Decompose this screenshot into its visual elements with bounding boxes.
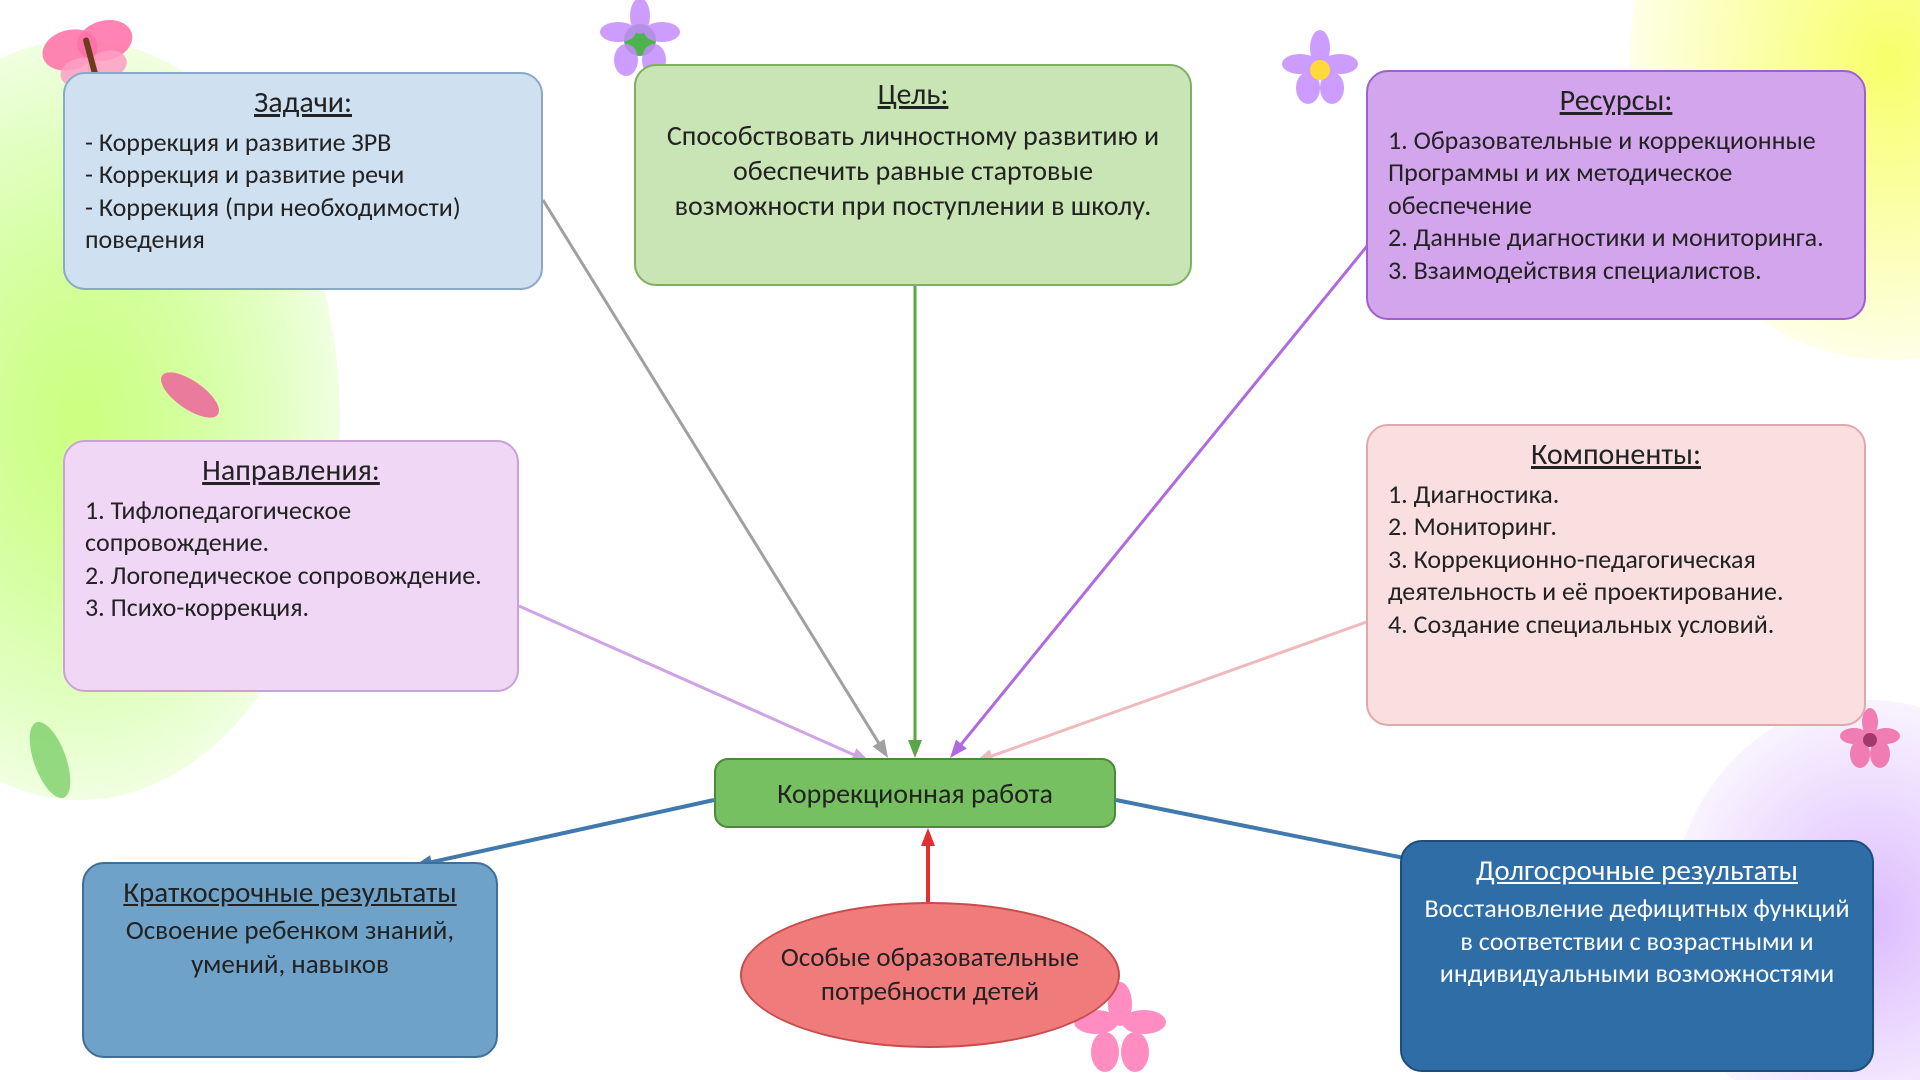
- node-body: Восстановление дефицитных функций в соот…: [1422, 892, 1852, 990]
- node-body-line: 1. Диагностика.: [1388, 478, 1844, 511]
- node-body-line: 1. Тифлопедагогическое сопровождение.: [85, 494, 497, 559]
- connector-line: [425, 800, 714, 864]
- node-body: 1. Образовательные и коррекционные Прогр…: [1388, 124, 1844, 287]
- node-body-line: Освоение ребенком знаний, умений, навыко…: [104, 914, 476, 982]
- connector-line: [957, 240, 1372, 750]
- node-body-line: - Коррекция и развитие ЗРВ: [85, 126, 521, 159]
- connector-arrowhead: [908, 740, 922, 758]
- node-body: Способствовать личностному развитию и об…: [656, 118, 1170, 223]
- node-body-line: 1. Образовательные и коррекционные Прогр…: [1388, 124, 1844, 222]
- node-components: Компоненты: 1. Диагностика.2. Мониторинг.…: [1366, 424, 1866, 726]
- connector-line: [519, 606, 860, 758]
- node-body-line: - Коррекция и развитие речи: [85, 158, 521, 191]
- node-body: 1. Диагностика.2. Мониторинг.3. Коррекци…: [1388, 478, 1844, 641]
- node-heading: Компоненты:: [1388, 436, 1844, 474]
- connector-line: [1116, 800, 1433, 864]
- node-heading: Долгосрочные результаты: [1422, 852, 1852, 888]
- node-body-line: 3. Психо-коррекция.: [85, 591, 497, 624]
- node-body-line: - Коррекция (при необходимости) поведени…: [85, 191, 521, 256]
- node-body-line: 2. Данные диагностики и мониторинга.: [1388, 221, 1844, 254]
- node-heading: Задачи:: [85, 84, 521, 122]
- node-body: - Коррекция и развитие ЗРВ- Коррекция и …: [85, 126, 521, 256]
- node-body-line: 3. Взаимодействия специалистов.: [1388, 254, 1844, 287]
- node-long-results: Долгосрочные результаты Восстановление де…: [1400, 840, 1874, 1072]
- connector-line: [985, 620, 1372, 758]
- node-goal: Цель: Способствовать личностному развитию…: [634, 64, 1192, 286]
- node-resources: Ресурсы: 1. Образовательные и коррекционн…: [1366, 70, 1866, 320]
- node-heading: Направления:: [85, 452, 497, 490]
- node-short-results: Краткосрочные результаты Освоение ребенко…: [82, 862, 498, 1058]
- connector-arrowhead: [873, 739, 888, 758]
- node-body-line: Коррекционная работа: [777, 776, 1053, 811]
- node-directions: Направления: 1. Тифлопедагогическое сопро…: [63, 440, 519, 692]
- node-body-line: 3. Коррекционно-педагогическая деятельно…: [1388, 543, 1844, 608]
- node-body-line: 2. Логопедическое сопровождение.: [85, 559, 497, 592]
- node-needs: Особые образовательные потребности детей: [740, 902, 1120, 1048]
- node-body-line: Восстановление дефицитных функций в соот…: [1422, 892, 1852, 990]
- node-body: Освоение ребенком знаний, умений, навыко…: [104, 914, 476, 982]
- node-heading: Краткосрочные результаты: [104, 874, 476, 910]
- connector-arrowhead: [921, 828, 935, 846]
- diagram-stage: Задачи:- Коррекция и развитие ЗРВ- Корре…: [0, 0, 1920, 1080]
- node-body-line: 4. Создание специальных условий.: [1388, 608, 1844, 641]
- node-body: 1. Тифлопедагогическое сопровождение.2. …: [85, 494, 497, 624]
- node-center: Коррекционная работа: [714, 758, 1116, 828]
- node-body: Особые образовательные потребности детей: [766, 941, 1094, 1009]
- node-tasks: Задачи:- Коррекция и развитие ЗРВ- Корре…: [63, 72, 543, 290]
- node-body: Коррекционная работа: [777, 776, 1053, 811]
- node-body-line: Способствовать личностному развитию и об…: [656, 118, 1170, 223]
- connector-arrowhead: [950, 740, 967, 758]
- node-heading: Цель:: [656, 76, 1170, 114]
- node-body-line: 2. Мониторинг.: [1388, 510, 1844, 543]
- node-heading: Ресурсы:: [1388, 82, 1844, 120]
